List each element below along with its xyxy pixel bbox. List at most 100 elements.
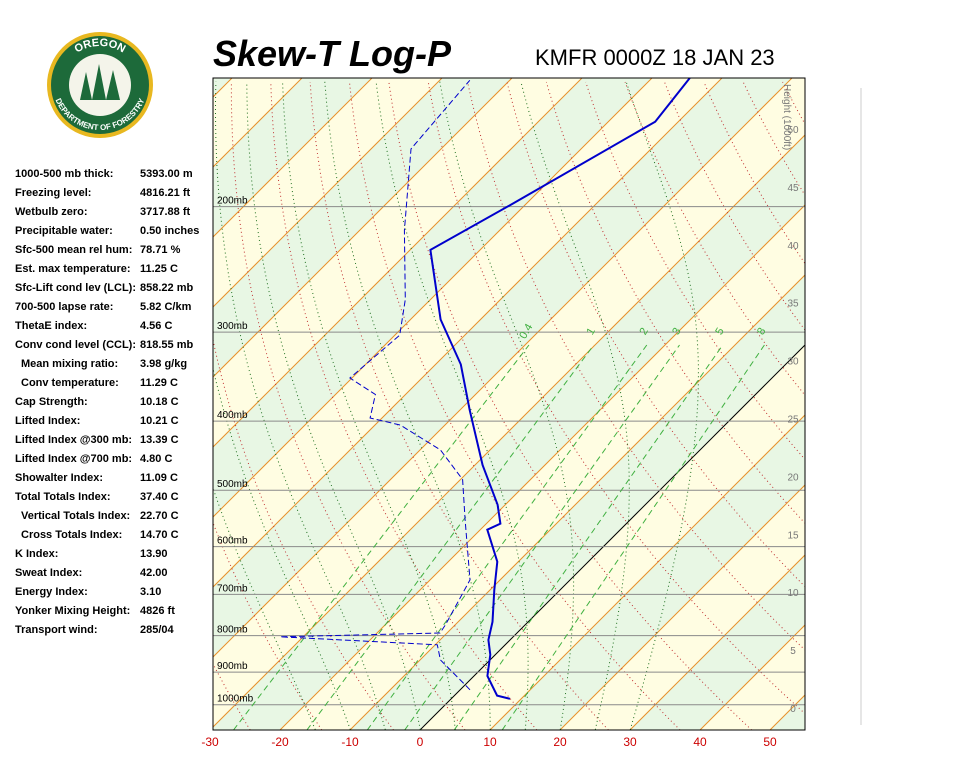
y2-tick-label: 50 (787, 125, 799, 136)
isotherm-band (213, 78, 805, 727)
y-tick-label: 700mb (217, 583, 248, 594)
stat-value: 4.80 C (140, 453, 173, 465)
stat-label: Conv cond level (CCL): (15, 339, 137, 351)
x-tick-label: 30 (623, 735, 637, 749)
stat-value: 4826 ft (140, 605, 175, 617)
stat-label: Lifted Index @700 mb: (15, 453, 133, 465)
isotherm (419, 344, 805, 730)
logo-trees (80, 64, 120, 100)
stat-label: Wetbulb zero: (15, 206, 88, 218)
y-tick-label: 900mb (217, 661, 248, 672)
mixing-ratio-line (404, 344, 680, 730)
mixing-ratio-label: 5 (713, 326, 726, 337)
stat-value: 14.70 C (140, 529, 179, 541)
x-tick-label: 10 (483, 735, 497, 749)
dry-adiabat (782, 81, 805, 126)
stat-label: Cross Totals Index: (21, 529, 123, 541)
mixing-ratio-label: 8 (755, 326, 768, 337)
y2-tick-label: 15 (787, 530, 799, 541)
mixing-ratio-line (306, 344, 595, 730)
isotherm (213, 78, 583, 448)
stat-label: Sfc-500 mean rel hum: (15, 244, 133, 256)
dry-adiabat (467, 81, 805, 651)
logo-top-text: OREGON (73, 37, 128, 56)
y-tick-label: 800mb (217, 625, 248, 636)
dry-adiabat (585, 81, 805, 461)
mixing-ratio-label: 2 (637, 326, 650, 337)
y2-tick-label: 0 (790, 704, 796, 715)
y-tick-label: 600mb (217, 536, 248, 547)
dry-adiabat (822, 82, 960, 730)
moist-adiabat (439, 81, 575, 730)
stat-value: 0.50 inches (140, 225, 200, 237)
stat-value: 3.98 g/kg (140, 358, 188, 370)
stat-value: 3.10 (140, 586, 162, 598)
y2-tick-label: 5 (790, 646, 796, 657)
mixing-ratio-line (453, 344, 724, 730)
dry-adiabat (506, 81, 805, 588)
stat-label: Mean mixing ratio: (21, 358, 119, 370)
stat-label: 1000-500 mb thick: (15, 168, 114, 180)
x-tick-label: 20 (553, 735, 567, 749)
moist-adiabat (324, 81, 491, 730)
mixing-ratio-line (501, 344, 765, 730)
isotherm (489, 414, 805, 730)
y2-tick-label: 45 (787, 183, 799, 194)
stat-label: K Index: (15, 548, 59, 560)
stat-label: Transport wind: (15, 624, 98, 636)
stat-value: 37.40 C (140, 491, 179, 503)
isotherm (559, 484, 805, 730)
plot (280, 78, 691, 700)
isotherm (279, 204, 805, 730)
stat-value: 858.22 mb (140, 282, 194, 294)
stat-value: 11.25 C (140, 263, 178, 275)
stat-value: 4.56 C (140, 320, 173, 332)
y-tick-label: 200mb (217, 196, 248, 207)
stat-value: 4816.21 ft (140, 187, 191, 199)
stat-label: Energy Index: (15, 586, 88, 598)
y2-tick-label: 40 (787, 241, 799, 252)
stat-value: 11.09 C (140, 472, 178, 484)
stat-value: 42.00 (140, 567, 168, 579)
y2-tick-label: 20 (787, 472, 799, 483)
stat-value: 10.18 C (140, 396, 179, 408)
stat-value: 5.82 C/km (140, 301, 192, 313)
title: Skew-T Log-P (213, 33, 452, 74)
isotherm (213, 134, 805, 728)
stat-value: 285/04 (140, 624, 174, 636)
stat-label: Sfc-Lift cond lev (LCL): (15, 282, 136, 294)
stat-value: 818.55 mb (140, 339, 194, 351)
stat-label: Conv temperature: (21, 377, 119, 389)
stat-label: Cap Strength: (15, 396, 88, 408)
y-tick-label: 1000mb (217, 694, 254, 705)
y2-axis-label: Height (1000ft) (781, 84, 792, 150)
dry-adiabat (861, 82, 960, 730)
stat-value: 5393.00 m (140, 168, 193, 180)
isotherm (213, 78, 373, 238)
stat-label: Precipitable water: (15, 225, 113, 237)
isotherm (213, 78, 513, 378)
dry-adiabat (940, 82, 960, 730)
logo-top: OREGON (73, 37, 128, 56)
isotherm-band (213, 135, 805, 730)
logo: OREGON DEPARTMENT OF FORESTRY (47, 32, 153, 138)
dry-adiabat (901, 82, 960, 730)
x-tick-label: 50 (763, 735, 777, 749)
stat-value: 13.90 (140, 548, 168, 560)
stat-value: 13.39 C (140, 434, 179, 446)
isotherm (213, 78, 723, 588)
y2-tick-label: 30 (787, 357, 799, 368)
stat-label: 700-500 lapse rate: (15, 301, 114, 313)
y-tick-label: 300mb (217, 321, 248, 332)
stat-label: Est. max temperature: (15, 263, 131, 275)
stat-label: Total Totals Index: (15, 491, 111, 503)
stat-label: Lifted Index: (15, 415, 81, 427)
stat-value: 3717.88 ft (140, 206, 191, 218)
isotherm (629, 554, 805, 730)
stat-value: 10.21 C (140, 415, 179, 427)
temperature-line (429, 78, 691, 700)
y-tick-label: 500mb (217, 479, 248, 490)
x-tick-label: -20 (271, 735, 289, 749)
